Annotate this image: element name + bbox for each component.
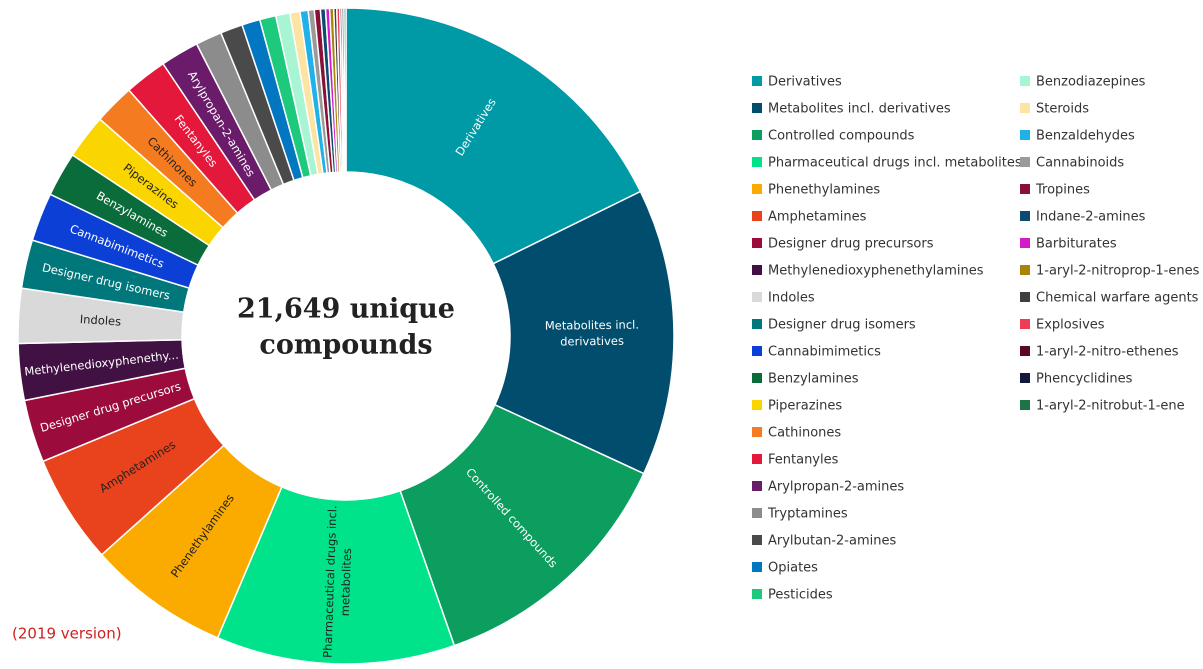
legend-label: 1-aryl-2-nitroprop-1-enes — [1036, 264, 1200, 279]
legend-swatch — [1020, 76, 1030, 86]
legend-swatch — [1020, 319, 1030, 329]
legend-label: Pharmaceutical drugs incl. metabolites — [768, 156, 1022, 171]
legend-label: Explosives — [1036, 318, 1105, 333]
slice-label: Pharmaceutical drugs incl.metabolites — [320, 505, 355, 658]
legend-label: Metabolites incl. derivatives — [768, 102, 951, 117]
legend-swatch — [752, 589, 762, 599]
legend-swatch — [1020, 211, 1030, 221]
legend-label: Chemical warfare agents — [1036, 291, 1199, 306]
legend-swatch — [752, 130, 762, 140]
legend-label: Barbiturates — [1036, 237, 1117, 252]
legend-label: Derivatives — [768, 75, 842, 90]
legend-swatch — [752, 535, 762, 545]
slice-label: Indoles — [79, 312, 121, 329]
legend-label: Amphetamines — [768, 210, 867, 225]
legend-label: Methylenedioxyphenethylamines — [768, 264, 984, 279]
legend-swatch — [1020, 157, 1030, 167]
legend-label: Steroids — [1036, 102, 1089, 117]
slice-label: Metabolites incl.derivatives — [545, 317, 640, 348]
legend-swatch — [752, 481, 762, 491]
legend-label: Benzodiazepines — [1036, 75, 1146, 90]
legend-label: Tryptamines — [767, 507, 848, 522]
legend-swatch — [1020, 184, 1030, 194]
legend-label: Cannabimimetics — [768, 345, 881, 360]
legend-label: Indane-2-amines — [1036, 210, 1146, 225]
slice — [345, 7, 642, 265]
legend-swatch — [752, 508, 762, 518]
legend-swatch — [752, 292, 762, 302]
legend-swatch — [1020, 103, 1030, 113]
legend-swatch — [752, 157, 762, 167]
legend-label: Benzaldehydes — [1036, 129, 1135, 144]
legend-label: Phencyclidines — [1036, 372, 1133, 387]
slice — [492, 190, 675, 475]
slice — [399, 403, 645, 647]
legend-swatch — [752, 562, 762, 572]
legend-swatch — [752, 265, 762, 275]
legend-swatch — [752, 319, 762, 329]
legend-label: Tropines — [1035, 183, 1090, 198]
legend-label: Cathinones — [768, 426, 841, 441]
legend-label: Designer drug isomers — [768, 318, 916, 333]
legend-swatch — [1020, 346, 1030, 356]
footnote: (2019 version) — [12, 625, 122, 643]
legend-swatch — [752, 184, 762, 194]
legend-label: Controlled compounds — [768, 129, 915, 144]
legend-label: 1-aryl-2-nitro-ethenes — [1036, 345, 1179, 360]
legend-label: Cannabinoids — [1036, 156, 1124, 171]
legend-swatch — [752, 454, 762, 464]
legend-label: Pesticides — [768, 588, 833, 603]
legend-swatch — [752, 238, 762, 248]
legend-swatch — [752, 211, 762, 221]
donut — [17, 7, 675, 665]
legend-swatch — [1020, 400, 1030, 410]
center-text: 21,649 unique — [237, 294, 455, 325]
legend-swatch — [752, 373, 762, 383]
legend-label: Arylbutan-2-amines — [768, 534, 896, 549]
legend-swatch — [1020, 265, 1030, 275]
legend-label: Phenethylamines — [768, 183, 880, 198]
legend-swatch — [752, 103, 762, 113]
legend-swatch — [752, 346, 762, 356]
legend-label: Piperazines — [768, 399, 842, 414]
slice — [343, 7, 347, 173]
legend-swatch — [1020, 130, 1030, 140]
legend-swatch — [752, 400, 762, 410]
legend-label: 1-aryl-2-nitrobut-1-ene — [1036, 399, 1185, 414]
legend-swatch — [752, 76, 762, 86]
legend-label: Fentanyles — [768, 453, 839, 468]
legend-swatch — [1020, 292, 1030, 302]
legend-swatch — [752, 427, 762, 437]
legend-swatch — [1020, 373, 1030, 383]
legend-label: Indoles — [768, 291, 815, 306]
slice — [216, 485, 456, 665]
legend: Derivatives Metabolites incl. derivatives… — [752, 75, 1200, 603]
legend-label: Opiates — [768, 561, 818, 576]
legend-label: Arylpropan-2-amines — [768, 480, 904, 495]
legend-swatch — [1020, 238, 1030, 248]
legend-label: Benzylamines — [768, 372, 859, 387]
legend-label: Designer drug precursors — [768, 237, 934, 252]
center-text: compounds — [259, 330, 432, 361]
